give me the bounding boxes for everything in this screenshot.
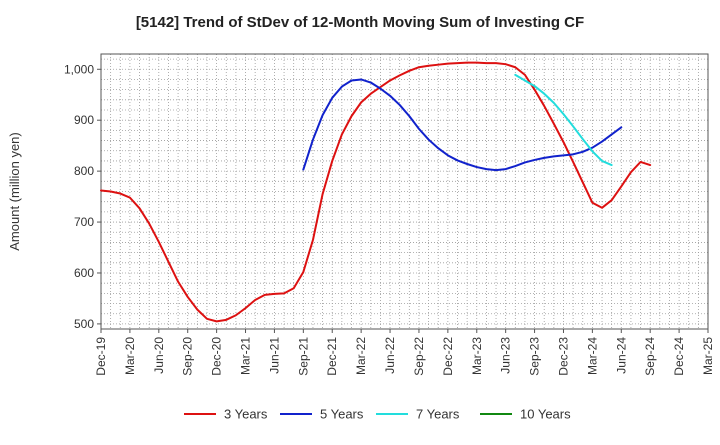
legend-label: 3 Years xyxy=(224,407,268,422)
plot-frame xyxy=(100,53,709,330)
x-tick-label: Dec-21 xyxy=(325,337,339,376)
x-tick-label: Jun-21 xyxy=(267,337,281,374)
x-tick-label: Dec-23 xyxy=(556,337,570,376)
legend-label: 10 Years xyxy=(520,407,571,422)
x-tick-label: Mar-25 xyxy=(701,337,715,375)
x-tick-label: Sep-21 xyxy=(296,337,310,376)
x-tick-label: Mar-21 xyxy=(239,337,253,375)
y-tick-label: 900 xyxy=(74,113,94,127)
y-axis-label: Amount (million yen) xyxy=(7,132,22,251)
y-tick-label: 700 xyxy=(74,215,94,229)
x-tick-label: Sep-20 xyxy=(181,337,195,376)
x-tick-label: Dec-20 xyxy=(210,337,224,376)
series-line-7-years xyxy=(514,73,613,167)
x-tick-label: Sep-22 xyxy=(412,337,426,376)
x-tick-label: Dec-24 xyxy=(672,337,686,376)
chart-title: [5142] Trend of StDev of 12-Month Moving… xyxy=(135,14,585,31)
x-tick-label: Jun-24 xyxy=(614,337,628,374)
x-tick-label: Dec-22 xyxy=(441,337,455,376)
y-tick-label: 600 xyxy=(74,266,94,280)
x-tick-label: Mar-24 xyxy=(585,337,599,375)
x-tick-label: Dec-19 xyxy=(94,337,108,376)
series-line-5-years xyxy=(302,78,623,172)
x-tick-label: Sep-23 xyxy=(528,337,542,376)
y-tick-label: 800 xyxy=(74,164,94,178)
legend-label: 7 Years xyxy=(416,407,460,422)
x-tick-label: Mar-22 xyxy=(354,337,368,375)
x-tick-label: Jun-20 xyxy=(152,337,166,374)
x-tick-label: Sep-24 xyxy=(643,337,657,376)
y-tick-label: 1,000 xyxy=(64,62,94,76)
y-tick-label: 500 xyxy=(74,317,94,331)
x-tick-label: Jun-22 xyxy=(383,337,397,374)
legend-label: 5 Years xyxy=(320,407,364,422)
series-line-3-years xyxy=(100,61,652,323)
x-tick-label: Mar-20 xyxy=(123,337,137,375)
x-tick-label: Mar-23 xyxy=(470,337,484,375)
x-tick-label: Jun-23 xyxy=(499,337,513,374)
